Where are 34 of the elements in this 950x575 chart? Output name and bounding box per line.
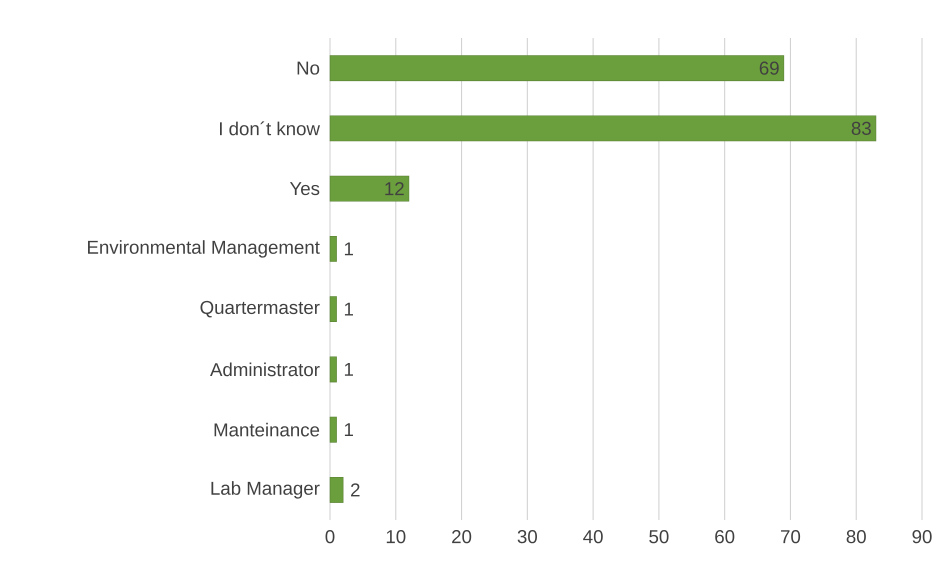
bar	[330, 176, 410, 202]
x-tick-label: 50	[649, 530, 669, 544]
data-label: 1	[344, 302, 353, 316]
bar	[330, 296, 337, 322]
x-tick-label: 30	[518, 530, 537, 544]
data-label: 1	[344, 423, 353, 436]
data-label: 1	[344, 242, 353, 256]
bar	[330, 236, 337, 262]
bar	[330, 416, 337, 443]
x-tick-label: 60	[715, 530, 734, 544]
y-tick-label: Environmental Management	[88, 240, 320, 258]
y-tick-label: Quartermaster	[200, 300, 320, 318]
y-tick-label: Lab Manager	[211, 481, 320, 499]
y-tick-label: I don´t know	[220, 121, 320, 136]
y-tick-label: Manteinance	[214, 422, 320, 436]
data-label: 2	[351, 483, 360, 496]
bar	[330, 476, 344, 503]
bar	[330, 55, 784, 82]
bar	[330, 356, 337, 382]
data-label: 12	[385, 182, 404, 196]
x-tick-label: 20	[452, 530, 472, 544]
y-tick-label: Yes	[290, 182, 320, 196]
bar	[330, 115, 876, 142]
x-tick-label: 90	[912, 530, 932, 544]
data-label: 1	[344, 362, 353, 376]
y-tick-label: Administrator	[210, 362, 320, 376]
data-label: 83	[852, 122, 871, 135]
x-tick-label: 80	[846, 530, 866, 544]
y-tick-label: No	[298, 62, 320, 75]
x-tick-label: 70	[781, 530, 800, 544]
x-tick-label: 10	[386, 530, 406, 544]
x-tick-label: 40	[583, 530, 603, 544]
x-tick-label: 0	[326, 530, 334, 544]
data-label: 69	[760, 62, 779, 75]
